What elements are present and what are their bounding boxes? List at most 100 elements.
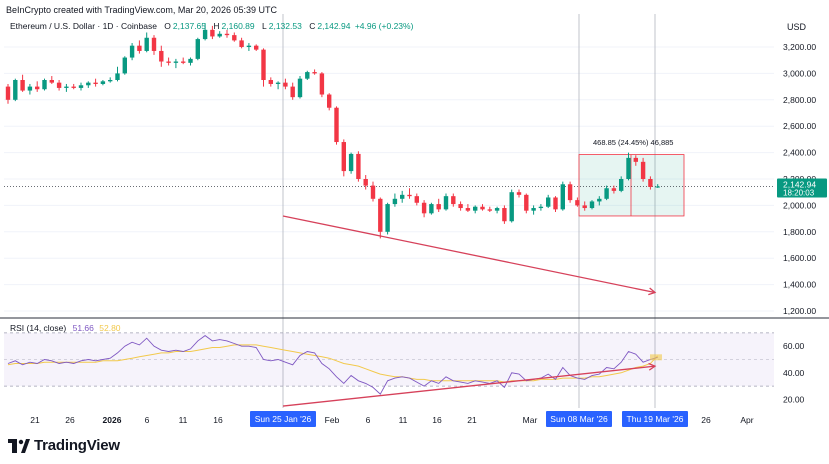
candle [363, 175, 368, 190]
rsi-line [7, 335, 658, 395]
candle [509, 189, 514, 223]
created-by-text: BeInCrypto created with TradingView.com,… [6, 5, 277, 15]
rsi-value-marker [650, 354, 662, 361]
candle [553, 196, 558, 212]
candle [356, 151, 361, 182]
price-downtrend-arrow-shaft [282, 215, 656, 294]
candle [436, 198, 441, 212]
candle [560, 181, 565, 211]
candle [151, 35, 157, 55]
candle-body [414, 196, 419, 203]
candle [13, 78, 18, 102]
candle-body [458, 204, 463, 209]
candle-body [429, 204, 434, 214]
candle [597, 196, 602, 206]
candle-body [407, 194, 412, 197]
time-tick-label: 21 [30, 415, 40, 425]
time-highlight-badge [546, 411, 612, 427]
candle-body [122, 57, 127, 74]
candle-body [524, 194, 529, 211]
candle-body [487, 209, 492, 211]
price-tick-label: 2,000.00 [783, 200, 816, 210]
candle [640, 157, 646, 182]
candle [35, 81, 40, 92]
candle [115, 66, 120, 82]
candle-body [56, 82, 62, 88]
candle-body [633, 157, 638, 162]
candle [195, 37, 200, 61]
candle [473, 205, 478, 214]
candle [494, 206, 500, 214]
candle-body [115, 73, 120, 80]
candle-body [78, 85, 84, 88]
candle-body [502, 208, 507, 222]
time-tick-label: 26 [65, 415, 75, 425]
rsi-label: RSI (14, close) [10, 323, 67, 333]
candle-body [239, 40, 244, 47]
time-highlight-badge [250, 411, 316, 427]
candle-body [604, 188, 609, 199]
candle [516, 189, 522, 198]
candle [173, 58, 179, 69]
candle [589, 200, 595, 210]
candle-body [567, 184, 573, 201]
candle-body [275, 82, 281, 84]
candle [144, 32, 149, 53]
change-value: +4.96 (+0.23%) [354, 21, 414, 31]
price-tick-label: 2,600.00 [783, 121, 816, 131]
candle [524, 193, 529, 214]
candle-body [436, 204, 441, 210]
low-value: 2,132.53 [268, 21, 302, 31]
candle-body [71, 86, 76, 88]
candle-body [334, 107, 339, 143]
candle-body [35, 86, 40, 90]
candle [202, 23, 208, 41]
candle [239, 37, 244, 49]
candle [480, 204, 485, 211]
candle [71, 83, 76, 90]
candle [275, 81, 281, 90]
price-tick-label: 1,800.00 [783, 227, 816, 237]
candle [129, 43, 135, 61]
time-tick-label: Mar [523, 415, 538, 425]
candle-body [108, 80, 113, 82]
candle [42, 78, 47, 91]
candle-body [553, 197, 558, 210]
candle [458, 201, 463, 211]
candle-body [560, 184, 565, 210]
open-label: O [164, 21, 171, 31]
candle-body [137, 45, 142, 51]
candle [334, 106, 339, 145]
rsi-tick-label: 60.00 [783, 341, 805, 351]
candle-body [27, 86, 33, 91]
candle-body [166, 61, 171, 63]
candle [181, 57, 186, 65]
candle [531, 205, 536, 215]
candle [188, 57, 193, 66]
candle-body [319, 73, 325, 95]
candle [78, 82, 84, 91]
price-tick-label: 1,200.00 [783, 306, 816, 316]
candle-body [100, 81, 106, 84]
candle-body [217, 33, 222, 37]
candle [27, 83, 33, 95]
rsi-uptrend-arrow-head [648, 362, 657, 371]
candle-body [297, 78, 303, 98]
high-value: 2,160.89 [221, 21, 255, 31]
candle [582, 201, 587, 211]
candle-body [144, 37, 149, 51]
candle-body [546, 197, 551, 207]
candle [414, 193, 419, 206]
candle [619, 176, 624, 193]
price-tick-label: 3,200.00 [783, 42, 816, 52]
candle-body [465, 208, 471, 211]
trend-arrows [282, 215, 657, 407]
candle [64, 83, 69, 92]
candle-body [611, 188, 617, 191]
candle [290, 82, 295, 100]
rsi-axis: 60.00 40.00 20.00 [650, 341, 805, 404]
candle-body [370, 185, 376, 199]
tradingview-logo-icon [8, 438, 30, 453]
candle [159, 45, 164, 67]
candle-body [42, 80, 47, 90]
